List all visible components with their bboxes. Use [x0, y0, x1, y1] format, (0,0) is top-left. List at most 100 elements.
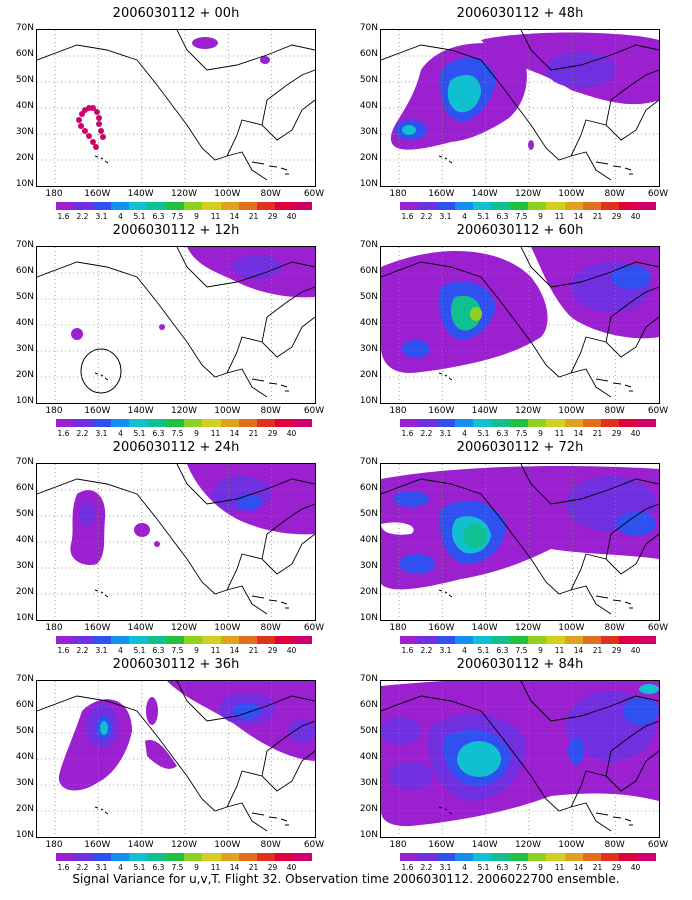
colorbar-swatch: [220, 419, 239, 427]
colorbar-tick-label: 29: [611, 429, 622, 438]
coastline: [381, 247, 659, 398]
colorbar-tick-label: 2.2: [420, 646, 433, 655]
latitude-label: 10N: [359, 830, 378, 840]
colorbar-tick-label: 3.1: [95, 212, 108, 221]
colorbar-tick-label: 4: [118, 212, 123, 221]
field-shading: [70, 464, 315, 565]
longitude-label: 140W: [127, 840, 154, 850]
colorbar-swatch: [220, 853, 239, 861]
panel-title-60h: 2006030112 + 60h: [456, 223, 584, 238]
colorbar-swatch: [74, 419, 93, 427]
field-shading: [381, 247, 659, 373]
colorbar-swatch: [56, 202, 75, 210]
colorbar-tick-label: 1.6: [57, 212, 70, 221]
colorbar-tick-label: 1.6: [57, 646, 70, 655]
latitude-label: 10N: [359, 396, 378, 406]
latitude-label: 10N: [359, 613, 378, 623]
colorbar-swatch: [564, 636, 583, 644]
colorbar-labels: 1.6 2.2 3.1 4 5.1 6.3 7.5 9 11 14 21 29 40: [54, 646, 301, 655]
colorbar-tick-label: 5.1: [477, 429, 490, 438]
longitude-label: 60W: [647, 189, 669, 199]
caribbean-islands: [595, 812, 633, 826]
colorbar-tick-label: 21: [248, 646, 259, 655]
longitude-label: 120W: [170, 623, 198, 633]
map-panel-24h: [36, 463, 316, 621]
map-panel-60h: [380, 246, 660, 404]
longitude-label: 180: [45, 623, 63, 633]
colorbar-swatch: [527, 202, 547, 210]
colorbar-labels: 1.6 2.2 3.1 4 5.1 6.3 7.5 9 11 14 21 29 40: [398, 429, 645, 438]
colorbar-swatch: [546, 419, 565, 427]
longitude-label: 140W: [127, 406, 154, 416]
colorbar-swatch: [546, 853, 565, 861]
caribbean-islands: [251, 812, 289, 826]
colorbar-swatch: [527, 419, 547, 427]
colorbar-tick-label: 14: [229, 429, 240, 438]
latitude-label: 30N: [15, 561, 34, 571]
colorbar-tick-label: 21: [592, 646, 603, 655]
hawaii-islands: [94, 589, 109, 598]
colorbar-swatch: [473, 636, 492, 644]
latitude-label: 30N: [359, 561, 378, 571]
colorbar-tick-label: 11: [210, 646, 221, 655]
longitude-label: 120W: [514, 406, 542, 416]
colorbar-tick-label: 14: [573, 863, 584, 872]
coastline: [37, 30, 315, 181]
latitude-label: 70N: [359, 457, 378, 467]
colorbar-swatch: [509, 419, 528, 427]
hawaii-islands: [438, 806, 453, 815]
colorbar-swatch: [564, 202, 583, 210]
colorbar-tick-label: 9: [538, 212, 543, 221]
map-canvas: [381, 30, 659, 186]
longitude-label: 180: [45, 189, 63, 199]
colorbar-tick-label: 40: [630, 429, 641, 438]
colorbar-tick-label: 9: [538, 646, 543, 655]
colorbar-swatch: [202, 853, 221, 861]
colorbar-tick-label: 6.3: [152, 646, 165, 655]
colorbar-swatch: [582, 419, 602, 427]
longitude-label: 160W: [428, 840, 455, 850]
colorbar-tick-label: 7.5: [515, 429, 528, 438]
colorbar-tick-label: 9: [194, 646, 199, 655]
colorbar-swatch: [165, 419, 184, 427]
colorbar-swatch: [454, 419, 474, 427]
colorbar-tick-label: 4: [462, 429, 467, 438]
colorbar-swatch: [165, 853, 184, 861]
latitude-label: 20N: [15, 587, 34, 597]
colorbar-tick-label: 7.5: [171, 212, 184, 221]
colorbar: [56, 202, 312, 210]
latitude-label: 20N: [359, 587, 378, 597]
colorbar-labels: 1.6 2.2 3.1 4 5.1 6.3 7.5 9 11 14 21 29 40: [398, 212, 645, 221]
colorbar-tick-label: 14: [229, 863, 240, 872]
colorbar: [400, 853, 656, 861]
colorbar-swatch: [473, 853, 492, 861]
colorbar-swatch: [202, 636, 221, 644]
longitude-label: 60W: [303, 406, 325, 416]
latitude-label: 60N: [359, 266, 378, 276]
coastline: [37, 464, 315, 615]
latitude-label: 50N: [15, 509, 34, 519]
longitude-label: 80W: [260, 840, 281, 850]
colorbar-tick-label: 1.6: [57, 429, 70, 438]
colorbar-tick-label: 29: [267, 646, 278, 655]
colorbar-tick-label: 40: [286, 646, 297, 655]
colorbar-swatch: [293, 636, 312, 644]
circle-outline: [80, 348, 122, 394]
latitude-label: 10N: [359, 179, 378, 189]
longitude-label: 100W: [214, 840, 241, 850]
hawaii-islands: [94, 806, 109, 815]
caribbean-islands: [251, 595, 289, 609]
colorbar-tick-label: 3.1: [439, 863, 452, 872]
colorbar-swatch: [74, 853, 93, 861]
colorbar-tick-label: 11: [210, 212, 221, 221]
panel-title-48h: 2006030112 + 48h: [456, 6, 584, 21]
panel-title-72h: 2006030112 + 72h: [456, 440, 584, 455]
longitude-label: 160W: [84, 840, 111, 850]
colorbar-tick-label: 21: [592, 429, 603, 438]
colorbar-swatch: [509, 853, 528, 861]
longitude-label: 160W: [428, 406, 455, 416]
longitude-label: 100W: [214, 189, 241, 199]
map-panel-00h: [36, 29, 316, 187]
graticule: [37, 30, 315, 186]
colorbar-tick-label: 2.2: [420, 212, 433, 221]
